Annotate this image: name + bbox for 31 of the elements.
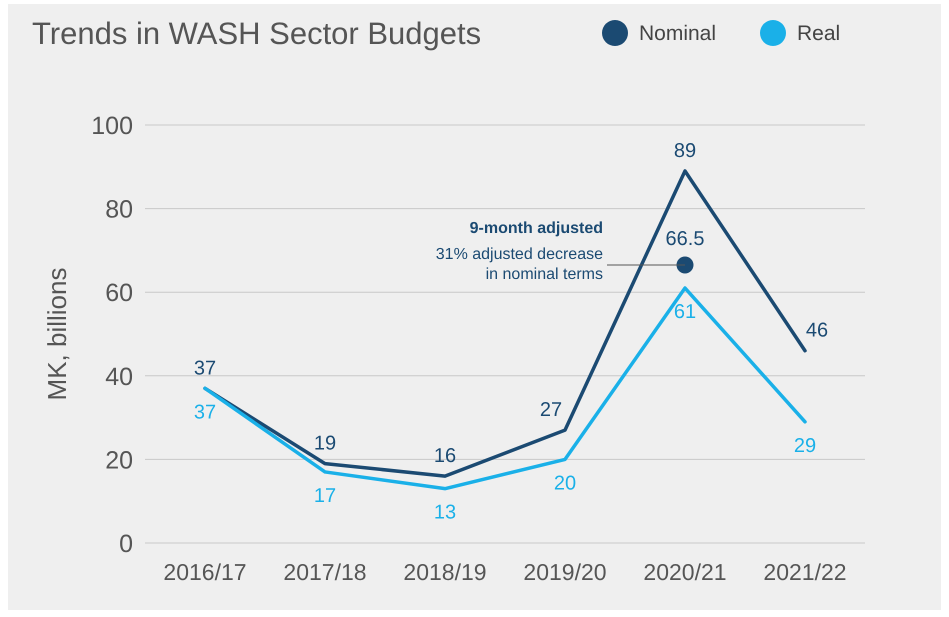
data-label: 16 bbox=[434, 445, 456, 468]
x-tick-label: 2018/19 bbox=[403, 559, 487, 585]
x-tick-label: 2020/21 bbox=[643, 559, 727, 585]
annotation: 31% adjusted decrease in nominal terms bbox=[436, 246, 604, 284]
y-tick-label: 0 bbox=[119, 530, 133, 558]
y-tick-label: 60 bbox=[105, 279, 133, 308]
data-label: 66.5 bbox=[666, 228, 704, 250]
x-tick-label: 2021/22 bbox=[763, 559, 847, 585]
annotation: 9-month adjusted bbox=[470, 220, 603, 238]
data-label: 27 bbox=[540, 399, 562, 422]
chart-title: Trends in WASH Sector Budgets bbox=[32, 16, 482, 51]
x-tick-label: 2017/18 bbox=[283, 559, 367, 585]
data-label: 29 bbox=[794, 434, 816, 457]
y-tick-label: 40 bbox=[105, 362, 133, 391]
y-tick-label: 80 bbox=[105, 196, 133, 224]
data-label: 37 bbox=[194, 357, 216, 380]
data-label: 89 bbox=[674, 140, 696, 162]
x-tick-label: 2016/17 bbox=[163, 559, 247, 585]
data-label: 46 bbox=[806, 320, 828, 342]
y-axis-title: MK, billions bbox=[42, 268, 72, 400]
data-label: 37 bbox=[194, 401, 216, 424]
data-label: 61 bbox=[674, 301, 696, 324]
x-tick-label: 2019/20 bbox=[523, 559, 607, 585]
data-label: 17 bbox=[314, 484, 336, 507]
legend-label: Nominal bbox=[639, 22, 716, 45]
legend-label: Real bbox=[797, 22, 840, 45]
data-label: 19 bbox=[314, 432, 336, 455]
data-label: 20 bbox=[554, 472, 576, 494]
y-tick-label: 100 bbox=[91, 112, 133, 140]
data-label: 13 bbox=[434, 502, 456, 524]
y-tick-label: 20 bbox=[105, 446, 133, 474]
